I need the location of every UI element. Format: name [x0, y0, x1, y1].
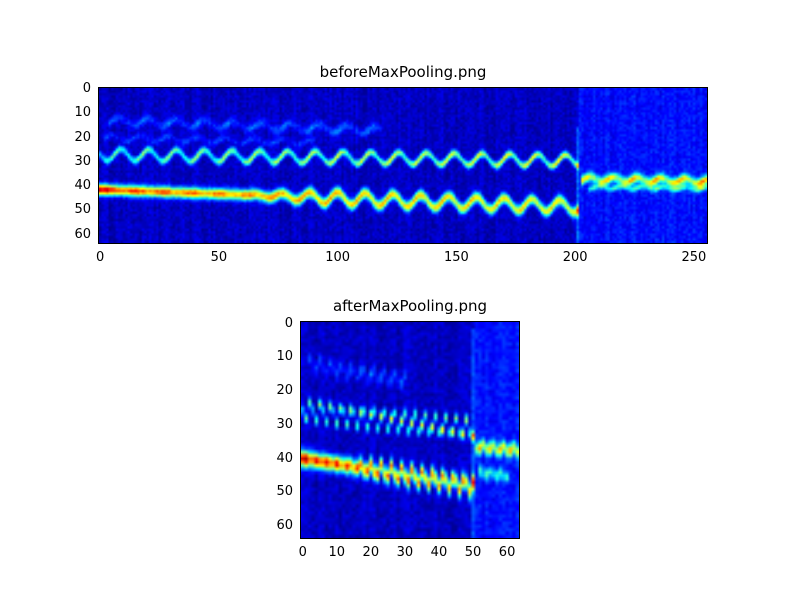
x-tick-label: 50 — [464, 545, 482, 560]
heatmap-frame-after — [300, 321, 520, 539]
y-tick-label: 0 — [82, 81, 91, 97]
x-tick-label: 100 — [325, 250, 351, 265]
x-tick-label: 200 — [562, 250, 588, 265]
x-tick-label: 20 — [362, 545, 380, 560]
chart-title-after: afterMaxPooling.png — [332, 297, 488, 315]
y-tick-label: 40 — [74, 178, 91, 194]
y-tick-label: 50 — [276, 484, 293, 500]
y-tick-label: 10 — [276, 349, 293, 365]
y-tick-label: 50 — [74, 202, 91, 218]
heatmap-frame-before — [98, 87, 708, 244]
x-tick-label: 0 — [96, 250, 105, 265]
heatmap-image-before — [99, 88, 707, 243]
y-tick-label: 20 — [276, 383, 293, 399]
x-tick-label: 30 — [396, 545, 414, 560]
x-tick-label: 250 — [681, 250, 707, 265]
y-tick-label: 60 — [276, 518, 293, 534]
x-tick-label: 0 — [298, 545, 307, 560]
y-tick-label: 0 — [284, 315, 293, 331]
y-tick-label: 30 — [74, 153, 91, 169]
y-tick-label: 60 — [74, 226, 91, 242]
x-tick-label: 10 — [328, 545, 346, 560]
x-tick-label: 150 — [444, 250, 469, 265]
heatmap-image-after — [301, 322, 519, 538]
y-tick-label: 30 — [276, 416, 293, 432]
y-tick-label: 10 — [74, 105, 91, 121]
x-tick-label: 40 — [430, 545, 448, 560]
chart-title-before: beforeMaxPooling.png — [319, 63, 487, 81]
x-tick-label: 60 — [498, 545, 516, 560]
y-tick-label: 40 — [276, 450, 293, 466]
y-tick-label: 20 — [74, 129, 91, 145]
x-tick-label: 50 — [210, 250, 228, 265]
